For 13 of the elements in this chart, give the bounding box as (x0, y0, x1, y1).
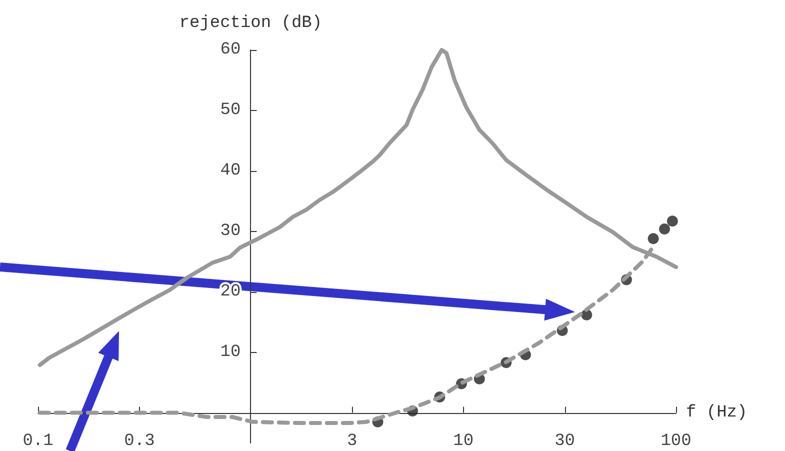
x-tick-label: 30 (554, 432, 576, 451)
x-tick-label: 100 (660, 432, 692, 451)
x-tick-label: 10 (453, 432, 474, 451)
y-tick-label: 40 (220, 161, 241, 180)
y-tick-label: 10 (220, 342, 241, 362)
x-tick-label: 0.3 (124, 432, 155, 451)
y-tick-label: 30 (220, 222, 241, 241)
y-axis-title: rejection (dB) (179, 14, 322, 33)
x-tick-label: 0.1 (22, 432, 54, 451)
x-axis-title: f (Hz) (686, 403, 748, 422)
y-tick-label: 50 (220, 100, 241, 120)
x-tick-label: 3 (347, 432, 358, 451)
y-tick-label: 60 (220, 40, 241, 60)
